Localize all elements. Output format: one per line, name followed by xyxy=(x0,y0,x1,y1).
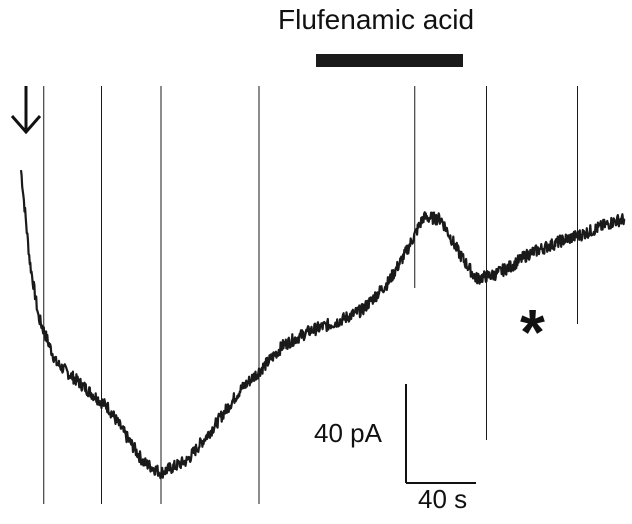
down-arrow-icon xyxy=(10,86,42,135)
current-trace xyxy=(19,169,626,480)
scale-bar xyxy=(405,384,476,484)
current-trace-line xyxy=(19,169,626,480)
drug-application-bar xyxy=(316,54,463,67)
time-scale-label: 40 s xyxy=(418,484,468,514)
asterisk-marker: * xyxy=(520,296,545,368)
stimulus-lines xyxy=(43,86,578,504)
drug-label: Flufenamic acid xyxy=(278,4,475,35)
current-scale-label: 40 pA xyxy=(314,418,382,448)
